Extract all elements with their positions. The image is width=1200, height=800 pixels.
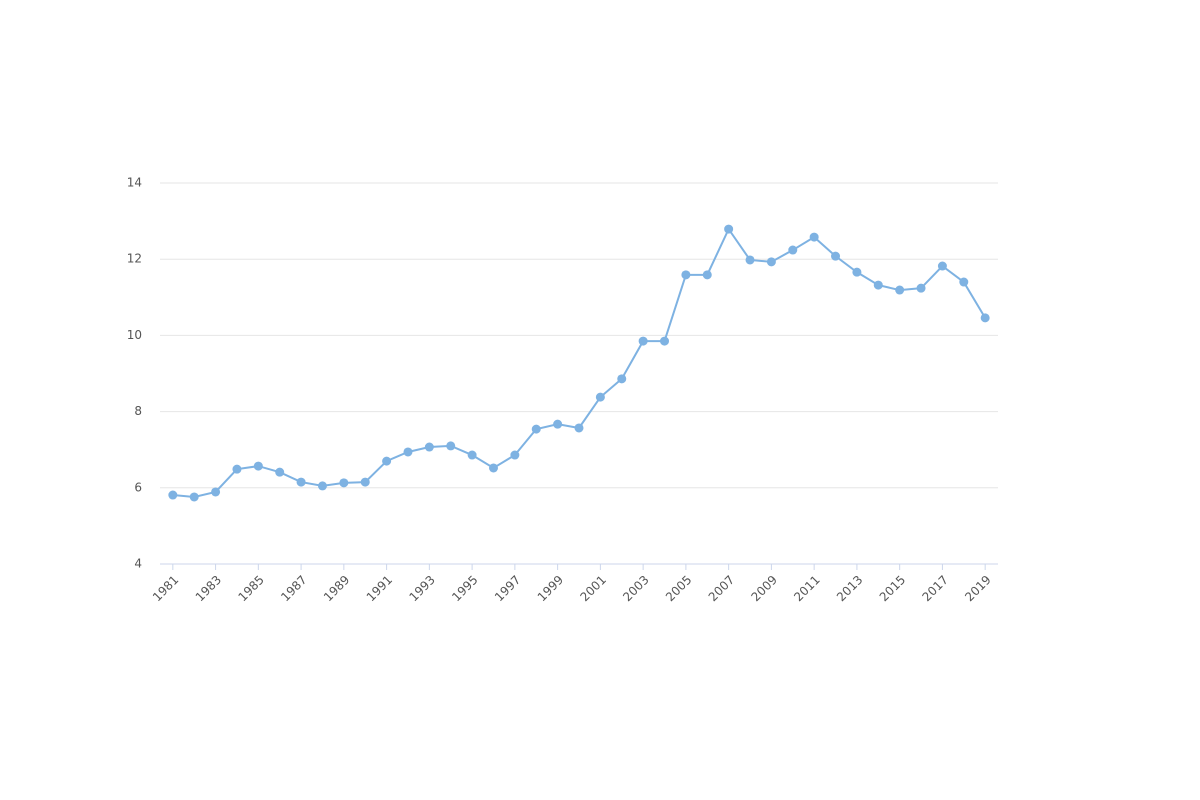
- x-tick-label: 2015: [877, 573, 908, 604]
- x-tick-label: 1983: [193, 573, 224, 604]
- data-point: [424, 442, 434, 452]
- x-tick-label: 2017: [920, 573, 951, 604]
- data-point: [959, 277, 969, 287]
- x-tick-label: 1997: [492, 573, 523, 604]
- data-point: [253, 461, 263, 471]
- data-point: [916, 283, 926, 293]
- x-tick-label: 1995: [449, 573, 480, 604]
- x-tick-label: 2013: [834, 573, 865, 604]
- x-tick-label: 2003: [620, 573, 651, 604]
- data-point: [488, 463, 498, 473]
- x-tick-label: 1989: [321, 573, 352, 604]
- data-point: [531, 424, 541, 434]
- x-tick-label: 2019: [962, 573, 993, 604]
- data-point: [660, 336, 670, 346]
- data-point: [275, 467, 285, 477]
- data-point: [360, 477, 370, 487]
- data-point: [339, 478, 349, 488]
- data-point: [510, 450, 520, 460]
- data-point: [168, 490, 178, 500]
- data-point: [403, 447, 413, 457]
- data-point: [980, 313, 990, 323]
- data-point: [553, 419, 563, 429]
- x-tick-label: 1993: [406, 573, 437, 604]
- data-point: [467, 450, 477, 460]
- series-line: [172, 227, 987, 498]
- data-point: [681, 270, 691, 280]
- y-tick-label: 4: [134, 557, 142, 571]
- data-point: [446, 441, 456, 451]
- x-tick-label: 1999: [535, 573, 566, 604]
- data-point: [895, 285, 905, 295]
- data-point: [745, 255, 755, 265]
- x-tick-label: 1991: [364, 573, 395, 604]
- y-tick-label: 10: [127, 328, 142, 342]
- data-point: [852, 267, 862, 277]
- data-point: [873, 280, 883, 290]
- x-tick-label: 1987: [278, 573, 309, 604]
- data-point: [831, 251, 841, 261]
- x-tick-label: 2005: [663, 573, 694, 604]
- data-point: [189, 492, 199, 502]
- x-tick-label: 1985: [235, 573, 266, 604]
- data-point: [296, 477, 306, 487]
- data-point: [724, 224, 734, 234]
- x-tick-label: 2001: [577, 573, 608, 604]
- x-tick-label: 2011: [791, 573, 822, 604]
- y-tick-label: 14: [127, 176, 142, 190]
- x-tick-label: 2007: [706, 573, 737, 604]
- data-point: [211, 487, 221, 497]
- y-tick-label: 6: [134, 480, 142, 494]
- x-tick-label: 2009: [748, 573, 779, 604]
- data-point: [702, 270, 712, 280]
- data-point: [382, 456, 392, 466]
- data-point: [788, 245, 798, 255]
- y-tick-label: 8: [134, 404, 142, 418]
- data-point: [766, 257, 776, 267]
- data-point: [937, 261, 947, 271]
- x-tick-label: 1981: [150, 573, 181, 604]
- data-point: [809, 232, 819, 242]
- data-point: [232, 464, 242, 474]
- data-point: [595, 392, 605, 402]
- data-point: [574, 423, 584, 433]
- data-point: [638, 336, 648, 346]
- data-point: [317, 481, 327, 491]
- y-tick-label: 12: [127, 252, 142, 266]
- data-point: [617, 374, 627, 384]
